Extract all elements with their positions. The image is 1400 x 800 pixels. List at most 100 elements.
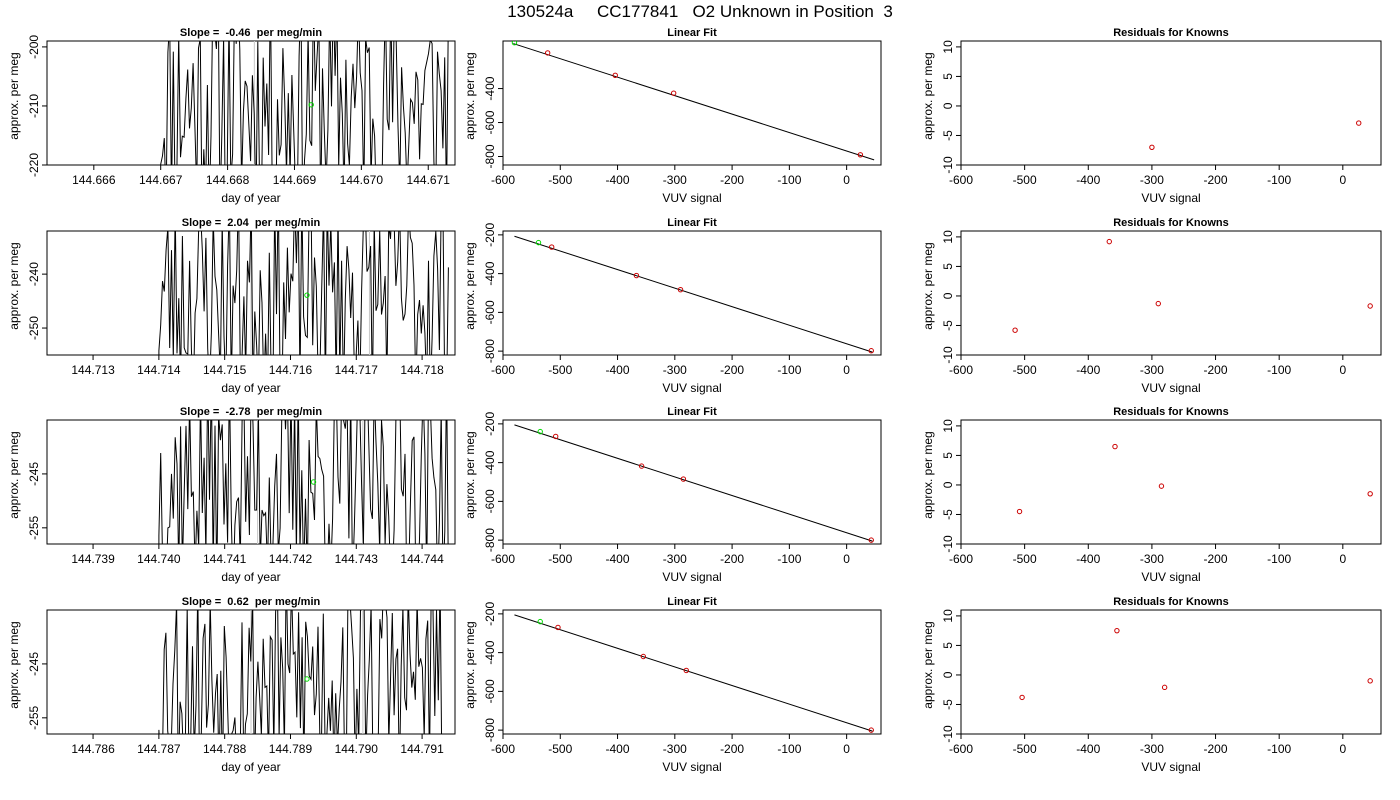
chart-1-2-xtick-label: -400 [606, 173, 630, 187]
chart-1-1-xtick-label: 144.667 [139, 173, 183, 187]
chart-3-2-known-point [638, 463, 645, 469]
chart-3-3-xtick-label: 0 [1339, 552, 1346, 566]
chart-1-2-title: Linear Fit [667, 27, 717, 39]
chart-2-3-known-point [1106, 238, 1112, 245]
chart-1-1-ytick-label: -220 [27, 153, 41, 177]
chart-3-1-ylabel: approx. per meg [7, 431, 21, 519]
chart-1-1-xtick-label: 144.666 [72, 173, 116, 187]
chart-1-2-known-point [612, 72, 618, 79]
chart-4-3-plot-area [1019, 627, 1373, 701]
chart-3-3-ytick-label: -5 [941, 509, 955, 520]
chart-1-2-known-point [670, 90, 677, 96]
chart-4-2-known-point [683, 667, 689, 674]
chart-3-3-xtick-label: -500 [1013, 552, 1037, 566]
chart-2-1-xtick-label: 144.714 [137, 363, 181, 377]
chart-1-3: -600 -500 -400 -300 -200 -100 0 -10 -5 0 5 10 [941, 40, 1382, 187]
chart-2-2-plot-area [514, 235, 874, 354]
chart-1-2-xlabel: VUV signal [662, 191, 722, 205]
chart-2-3-known-point [1012, 327, 1018, 333]
chart-1-3-xtick-label: 0 [1339, 173, 1346, 187]
chart-2-3-ylabel: approx. per meg [921, 242, 935, 330]
chart-4-2-plot-area [514, 614, 874, 733]
chart-4-2-frame [502, 609, 882, 735]
chart-2-3-ytick-label: 0 [941, 292, 955, 299]
chart-3-2-ytick-label: -400 [483, 450, 497, 474]
chart-3-2-title: Linear Fit [667, 406, 717, 418]
chart-2-3-xlabel: VUV signal [1141, 381, 1201, 395]
chart-2-2-frame [502, 230, 882, 356]
chart-4-2-xtick-label: -100 [777, 742, 801, 756]
chart-1-3-ylabel: approx. per meg [921, 52, 935, 140]
chart-3-2-unknown-point [537, 428, 543, 435]
chart-2-2-xtick-label: -200 [720, 363, 744, 377]
chart-4-3-xtick-label: -300 [1140, 742, 1164, 756]
chart-4-2-title: Linear Fit [667, 596, 717, 608]
chart-1-2-xtick-label: -600 [491, 173, 515, 187]
chart-1-1-unknown-point [308, 102, 314, 108]
chart-4-3-xtick-label: -200 [1204, 742, 1228, 756]
chart-4-1-ytick-label: -255 [27, 705, 41, 729]
chart-2-1-xtick-label: 144.718 [400, 363, 444, 377]
chart-2-2-xtick-label: 0 [843, 363, 850, 377]
chart-3-1-xtick-label: 144.739 [71, 552, 115, 566]
chart-4-2-xtick-label: -300 [663, 742, 687, 756]
chart-2-3-ytick-label: -5 [941, 320, 955, 331]
chart-3-3-xtick-label: -100 [1267, 552, 1291, 566]
chart-4-1-plot-area [158, 610, 443, 734]
chart-1-1-ytick-label: -200 [27, 35, 41, 59]
chart-4-3: -600 -500 -400 -300 -200 -100 0 -10 -5 0 5 10 [941, 609, 1382, 756]
chart-1-1: 144.666 144.667 144.668 144.669 144.670 144.6… [27, 35, 456, 187]
chart-4-3-title: Residuals for Knowns [1113, 596, 1229, 608]
chart-4-3-xtick-label: -100 [1267, 742, 1291, 756]
chart-3-3-ylabel: approx. per meg [921, 431, 935, 519]
chart-3-2-xtick-label: -500 [548, 552, 572, 566]
chart-3-1-xtick-label: 144.741 [203, 552, 247, 566]
chart-2-3-ytick-label: 5 [941, 263, 955, 270]
chart-2-2-ytick-label: -600 [483, 300, 497, 324]
chart-3-1-ytick-label: -245 [27, 462, 41, 486]
chart-4-2-fit-line [514, 614, 873, 732]
chart-1-2-xtick-label: -100 [777, 173, 801, 187]
chart-1-2-fit-line [513, 43, 875, 161]
chart-2-1: 144.713 144.714 144.715 144.716 144.717 144.7… [27, 230, 456, 377]
chart-1-3-ytick-label: 10 [941, 40, 955, 54]
chart-2-3-xtick-label: -100 [1267, 363, 1291, 377]
chart-3-1-xtick-label: 144.744 [400, 552, 444, 566]
chart-2-3-frame [960, 230, 1382, 356]
chart-3-2-ytick-label: -200 [483, 412, 497, 436]
chart-3-2-xtick-label: -200 [720, 552, 744, 566]
chart-3-2-ytick-label: -800 [483, 528, 497, 552]
chart-3-2: -600 -500 -400 -300 -200 -100 0-800-600-400-20… [483, 412, 882, 566]
chart-3-3-xlabel: VUV signal [1141, 570, 1201, 584]
chart-1-3-plot-area [1149, 120, 1362, 150]
chart-2-2-known-point [677, 287, 684, 293]
chart-1-2-xtick-label: -500 [548, 173, 572, 187]
chart-1-3-known-point [1149, 144, 1155, 150]
chart-3-1-unknown-point [310, 479, 317, 485]
chart-3-3-ytick-label: 10 [941, 419, 955, 433]
chart-1-1-xlabel: day of year [221, 191, 281, 205]
chart-1-1-title: Slope = -0.46 per meg/min [179, 27, 323, 39]
chart-2-1-xtick-label: 144.716 [269, 363, 313, 377]
chart-3-3-ytick-label: 5 [941, 452, 955, 459]
chart-4-3-known-point [1114, 627, 1120, 634]
chart-1-1-ylabel: approx. per meg [7, 52, 21, 140]
chart-2-1-ytick-label: -240 [27, 262, 41, 286]
chart-1-2-frame [502, 40, 882, 166]
chart-3-3-frame [960, 419, 1382, 545]
chart-3-3-known-point [1016, 508, 1023, 515]
chart-2-2-known-point [868, 348, 874, 354]
chart-2-2-known-point [548, 244, 555, 250]
chart-1-3-xtick-label: -200 [1204, 173, 1228, 187]
chart-1-3-xtick-label: -300 [1140, 173, 1164, 187]
chart-1-3-xtick-label: -100 [1267, 173, 1291, 187]
chart-2-1-trace [158, 231, 449, 355]
chart-2-3: -600 -500 -400 -300 -200 -100 0 -10 -5 0 5 10 [941, 230, 1382, 377]
chart-2-1-unknown-point [304, 292, 310, 298]
chart-4-3-known-point [1019, 694, 1025, 701]
chart-4-1-xlabel: day of year [221, 760, 281, 774]
chart-2-2-xlabel: VUV signal [662, 381, 722, 395]
chart-3-3: -600 -500 -400 -300 -200 -100 0 -10 -5 0 5 10 [941, 419, 1382, 566]
chart-2-2-fit-line [514, 235, 873, 353]
